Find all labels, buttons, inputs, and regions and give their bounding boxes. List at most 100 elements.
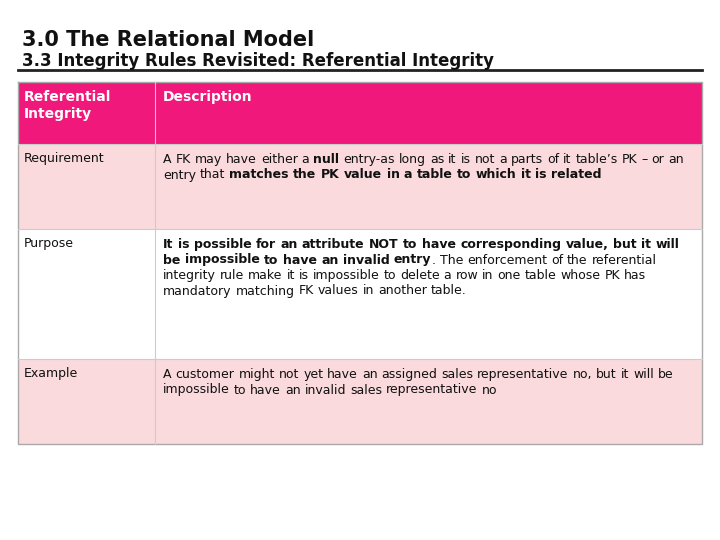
Text: or: or <box>652 153 664 166</box>
Text: it: it <box>563 153 571 166</box>
Text: a: a <box>499 153 507 166</box>
Text: table.: table. <box>431 285 467 298</box>
Text: It: It <box>163 238 174 251</box>
Text: as: as <box>430 153 444 166</box>
Text: entry: entry <box>394 253 431 267</box>
Text: whose: whose <box>561 269 600 282</box>
Text: invalid: invalid <box>343 253 390 267</box>
Text: –: – <box>641 153 647 166</box>
Text: enforcement: enforcement <box>467 253 547 267</box>
Text: matches: matches <box>230 168 289 181</box>
Text: have: have <box>283 253 317 267</box>
Text: a: a <box>444 269 451 282</box>
Text: related: related <box>551 168 602 181</box>
Text: A: A <box>163 368 171 381</box>
FancyBboxPatch shape <box>18 229 155 359</box>
Text: an: an <box>280 238 297 251</box>
Text: table’s: table’s <box>575 153 618 166</box>
Text: be: be <box>163 253 181 267</box>
Text: to: to <box>384 269 396 282</box>
Text: row: row <box>456 269 478 282</box>
Text: matching: matching <box>235 285 294 298</box>
Text: of: of <box>546 153 559 166</box>
Text: value: value <box>344 168 382 181</box>
Text: a: a <box>302 153 310 166</box>
Text: it: it <box>287 269 295 282</box>
Text: A: A <box>163 153 171 166</box>
Text: Description: Description <box>163 90 253 104</box>
Text: which: which <box>476 168 516 181</box>
FancyBboxPatch shape <box>18 144 155 229</box>
Text: entry: entry <box>163 168 196 181</box>
Text: one: one <box>498 269 521 282</box>
Text: not: not <box>279 368 299 381</box>
Text: Example: Example <box>24 367 78 380</box>
Text: but: but <box>596 368 617 381</box>
Text: that: that <box>200 168 225 181</box>
Text: have: have <box>327 368 358 381</box>
Text: assigned: assigned <box>382 368 437 381</box>
FancyBboxPatch shape <box>18 82 155 144</box>
Text: NOT: NOT <box>369 238 399 251</box>
FancyBboxPatch shape <box>155 229 702 359</box>
Text: will: will <box>655 238 679 251</box>
Text: sales: sales <box>441 368 473 381</box>
Text: not: not <box>474 153 495 166</box>
FancyBboxPatch shape <box>155 144 702 229</box>
Text: invalid: invalid <box>305 383 346 396</box>
FancyBboxPatch shape <box>155 82 702 144</box>
Text: The: The <box>439 253 463 267</box>
Text: parts: parts <box>510 153 543 166</box>
Text: either: either <box>261 153 297 166</box>
Text: have: have <box>226 153 257 166</box>
Text: .: . <box>431 253 436 267</box>
FancyBboxPatch shape <box>155 359 702 444</box>
Text: null: null <box>313 153 339 166</box>
Text: an: an <box>668 153 684 166</box>
Text: it: it <box>621 368 629 381</box>
Text: Referential
Integrity: Referential Integrity <box>24 90 112 122</box>
Text: a: a <box>404 168 413 181</box>
Text: referential: referential <box>592 253 657 267</box>
Text: no,: no, <box>572 368 593 381</box>
Text: FK: FK <box>299 285 314 298</box>
Text: impossible: impossible <box>163 383 230 396</box>
Text: possible: possible <box>194 238 251 251</box>
Text: customer: customer <box>176 368 235 381</box>
Text: attribute: attribute <box>302 238 364 251</box>
Text: to: to <box>234 383 246 396</box>
Text: have: have <box>251 383 281 396</box>
Text: long: long <box>399 153 426 166</box>
Text: is: is <box>299 269 309 282</box>
Text: for: for <box>256 238 276 251</box>
Text: make: make <box>248 269 282 282</box>
Text: corresponding: corresponding <box>460 238 561 251</box>
Text: it: it <box>641 238 651 251</box>
Text: mandatory: mandatory <box>163 285 232 298</box>
Text: in: in <box>482 269 494 282</box>
Text: be: be <box>658 368 674 381</box>
Text: the: the <box>567 253 588 267</box>
Text: is: is <box>178 238 189 251</box>
Text: delete: delete <box>400 269 440 282</box>
Text: to: to <box>457 168 472 181</box>
Text: impossible: impossible <box>185 253 260 267</box>
Text: FK: FK <box>176 153 191 166</box>
Text: of: of <box>551 253 563 267</box>
Text: to: to <box>264 253 279 267</box>
Text: but: but <box>613 238 636 251</box>
Text: representative: representative <box>477 368 569 381</box>
Text: in: in <box>387 168 400 181</box>
Text: Requirement: Requirement <box>24 152 104 165</box>
Text: values: values <box>318 285 359 298</box>
Text: is: is <box>461 153 470 166</box>
Text: have: have <box>422 238 456 251</box>
Text: 3.3 Integrity Rules Revisited: Referential Integrity: 3.3 Integrity Rules Revisited: Referenti… <box>22 52 494 70</box>
Text: table: table <box>417 168 453 181</box>
Text: yet: yet <box>303 368 323 381</box>
Text: an: an <box>362 368 377 381</box>
Text: PK: PK <box>605 269 620 282</box>
Text: it: it <box>448 153 456 166</box>
Text: to: to <box>403 238 418 251</box>
Text: it: it <box>521 168 531 181</box>
